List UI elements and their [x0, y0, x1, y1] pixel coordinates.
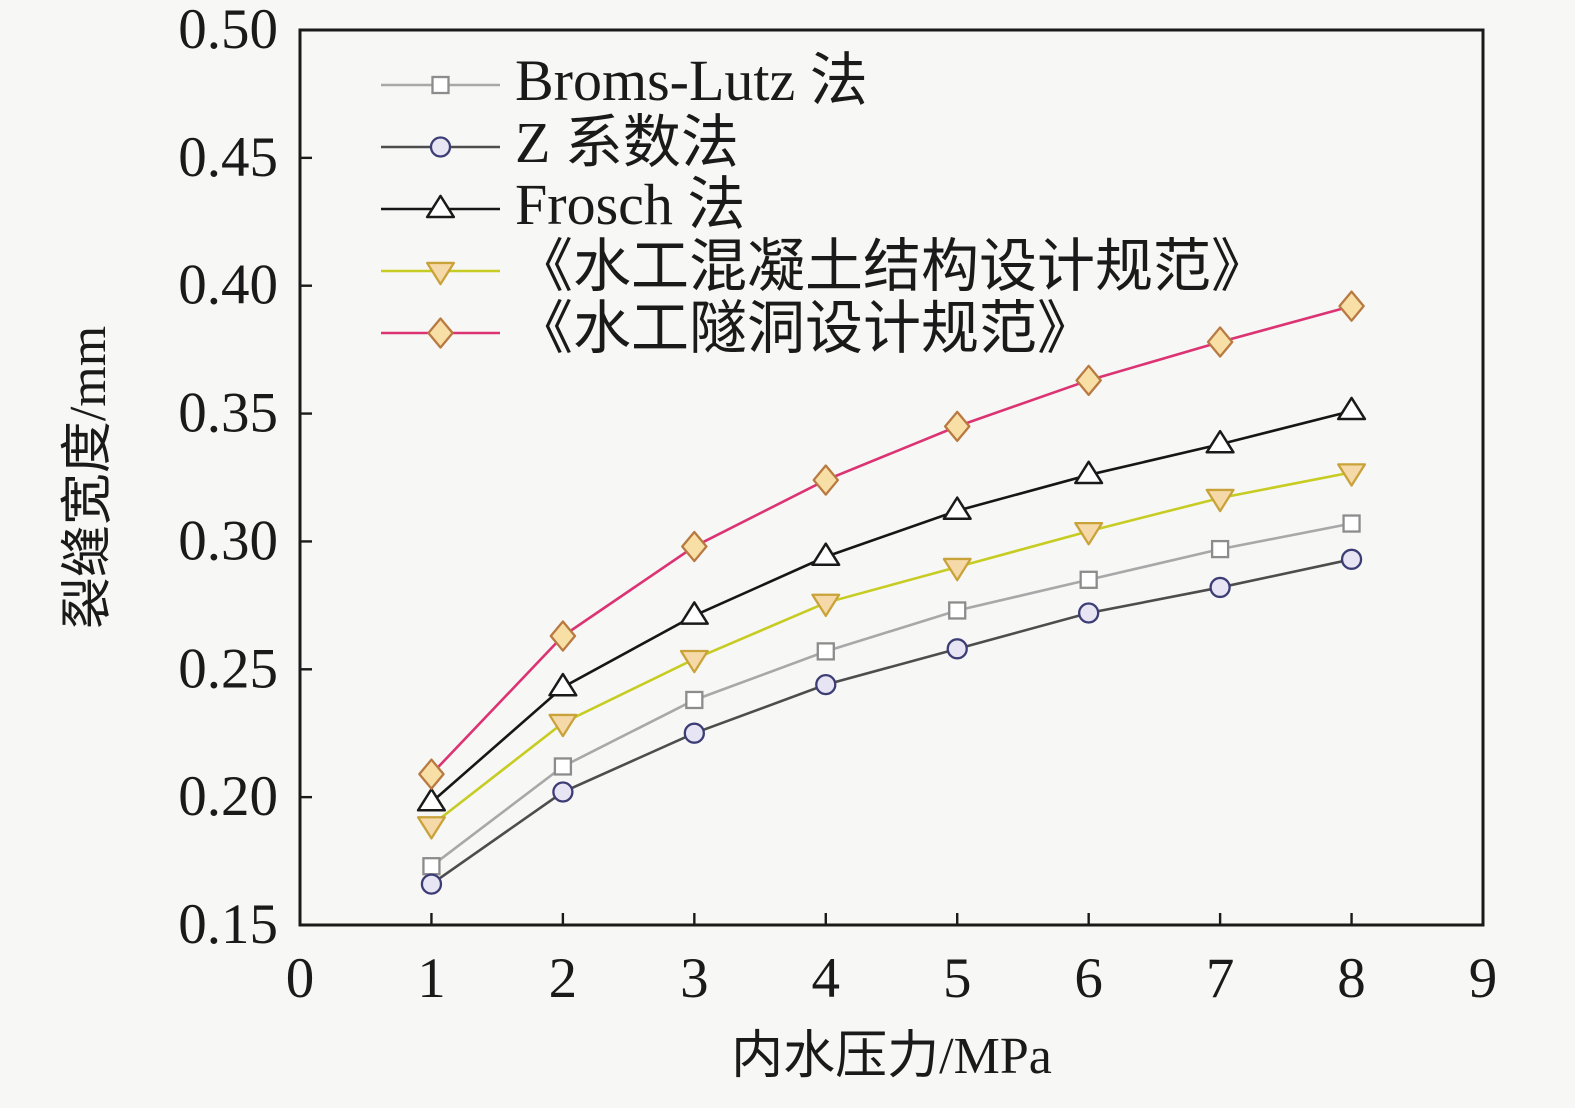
svg-text:0.40: 0.40 [178, 254, 278, 317]
svg-text:Broms-Lutz 法: Broms-Lutz 法 [515, 48, 868, 113]
svg-text:9: 9 [1469, 947, 1498, 1010]
svg-text:1: 1 [417, 947, 446, 1010]
svg-text:4: 4 [812, 947, 841, 1010]
svg-text:《水工混凝土结构设计规范》: 《水工混凝土结构设计规范》 [515, 234, 1269, 299]
svg-text:0.30: 0.30 [178, 509, 278, 572]
svg-text:2: 2 [549, 947, 578, 1010]
svg-text:内水压力/MPa: 内水压力/MPa [731, 1028, 1052, 1085]
svg-text:0.25: 0.25 [178, 637, 278, 700]
svg-text:3: 3 [680, 947, 709, 1010]
svg-text:0.20: 0.20 [178, 765, 278, 828]
svg-text:Z 系数法: Z 系数法 [515, 110, 739, 175]
svg-text:《水工隧洞设计规范》: 《水工隧洞设计规范》 [515, 296, 1095, 361]
svg-text:0.45: 0.45 [178, 126, 278, 189]
svg-text:0: 0 [286, 947, 315, 1010]
svg-text:5: 5 [943, 947, 972, 1010]
svg-text:0.35: 0.35 [178, 382, 278, 445]
svg-text:裂缝宽度/mm: 裂缝宽度/mm [60, 326, 117, 629]
svg-text:6: 6 [1074, 947, 1103, 1010]
svg-text:8: 8 [1337, 947, 1366, 1010]
svg-text:7: 7 [1206, 947, 1235, 1010]
svg-text:Frosch 法: Frosch 法 [515, 172, 745, 237]
svg-text:0.50: 0.50 [178, 0, 278, 61]
svg-text:0.15: 0.15 [178, 893, 278, 956]
